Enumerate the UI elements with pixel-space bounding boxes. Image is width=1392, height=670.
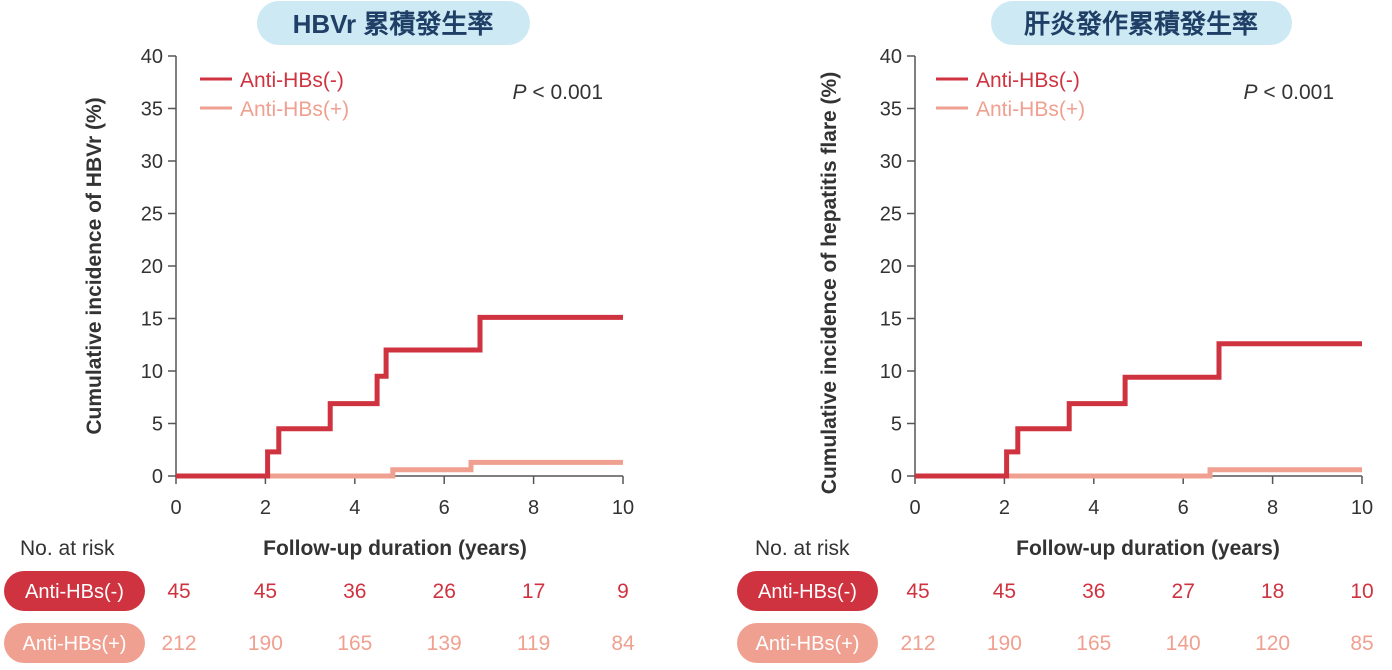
- risk-count: 45: [167, 580, 190, 603]
- y-tick-label: 35: [141, 99, 163, 121]
- legend-label-anti-hbs-pos: Anti-HBs(+): [240, 98, 349, 121]
- y-tick-label: 10: [141, 361, 163, 383]
- y-tick-label: 15: [880, 309, 902, 331]
- risk-count: 84: [611, 632, 635, 655]
- risk-header-right: No. at risk: [755, 537, 850, 560]
- legend-label-anti-hbs-neg: Anti-HBs(-): [240, 69, 344, 92]
- y-tick-label: 15: [141, 309, 163, 331]
- y-tick-label: 30: [880, 151, 902, 173]
- risk-count: 85: [1350, 632, 1373, 655]
- axes: 0 5 10 15 20 25 30 35 40 0 2 4 6 8 10: [141, 46, 634, 519]
- risk-count: 17: [522, 580, 545, 603]
- series-line-anti-hbs-pos: [1004, 467, 1362, 479]
- x-tick-label: 10: [1351, 497, 1373, 519]
- x-tick-label: 0: [170, 497, 181, 519]
- legend: Anti-HBs(-) Anti-HBs(+): [936, 69, 1085, 121]
- risk-count: 36: [1082, 580, 1105, 603]
- risk-count: 45: [906, 580, 929, 603]
- legend: Anti-HBs(-) Anti-HBs(+): [200, 69, 349, 121]
- risk-count: 45: [254, 580, 277, 603]
- risk-count: 18: [1261, 580, 1284, 603]
- risk-row-label: Anti-HBs(+): [756, 633, 860, 655]
- risk-count: 212: [900, 632, 935, 655]
- chart-title: HBVr 累積發生率: [293, 9, 494, 39]
- p-value-annotation: P < 0.001: [513, 81, 604, 104]
- chart-title-bg: [991, 1, 1292, 45]
- y-tick-label: 25: [141, 204, 163, 226]
- risk-count: 120: [1255, 632, 1290, 655]
- chart-title-bg: [257, 1, 530, 45]
- x-axis-label: Follow-up duration (years): [263, 537, 527, 560]
- risk-row-label-bg: [4, 623, 145, 663]
- y-tick-label: 40: [141, 46, 163, 68]
- risk-count: 36: [343, 580, 366, 603]
- chart-hbvr: HBVr 累積發生率 Cumulative incidence of HBVr …: [4, 1, 635, 663]
- legend-label-anti-hbs-neg: Anti-HBs(-): [976, 69, 1080, 92]
- x-tick-label: 10: [612, 497, 634, 519]
- risk-count: 190: [248, 632, 283, 655]
- risk-row-label: Anti-HBs(-): [758, 581, 857, 603]
- x-tick-label: 8: [528, 497, 539, 519]
- risk-count: 9: [617, 580, 629, 603]
- x-tick-label: 4: [349, 497, 360, 519]
- y-tick-label: 0: [152, 466, 163, 488]
- y-tick-label: 30: [141, 151, 163, 173]
- y-tick-label: 10: [880, 361, 902, 383]
- chart-title: 肝炎發作累積發生率: [1024, 9, 1258, 39]
- axes: 0 5 10 15 20 25 30 35 40 0 2 4 6 8 10: [880, 46, 1373, 519]
- x-tick-label: 6: [439, 497, 450, 519]
- y-tick-label: 35: [880, 99, 902, 121]
- risk-count: 139: [427, 632, 462, 655]
- risk-count: 119: [517, 632, 550, 655]
- risk-count: 140: [1166, 632, 1201, 655]
- risk-count: 212: [161, 632, 196, 655]
- risk-count: 165: [337, 632, 372, 655]
- risk-count: 10: [1350, 580, 1373, 603]
- risk-row-label-bg: [4, 571, 145, 611]
- risk-count: 45: [993, 580, 1016, 603]
- y-axis-label: Cumulative incidence of HBVr (%): [83, 97, 106, 434]
- series-line-anti-hbs-neg: [915, 341, 1362, 479]
- x-tick-label: 8: [1267, 497, 1278, 519]
- y-tick-label: 5: [891, 414, 902, 436]
- y-axis-label: Cumulative incidence of hepatitis flare …: [818, 72, 841, 494]
- risk-count: 190: [987, 632, 1022, 655]
- x-tick-label: 2: [260, 497, 271, 519]
- y-tick-label: 0: [891, 466, 902, 488]
- x-tick-label: 0: [909, 497, 920, 519]
- x-tick-label: 4: [1088, 497, 1099, 519]
- series-line-anti-hbs-pos: [265, 459, 623, 479]
- at-risk-table: Anti-HBs(-) 45 45 36 27 18 10 Anti-HBs(+) 212 190…: [737, 571, 1374, 663]
- x-tick-label: 2: [999, 497, 1010, 519]
- y-tick-label: 5: [152, 414, 163, 436]
- risk-row-label-bg: [737, 623, 878, 663]
- chart-hepatitis-flare: 肝炎發作累積發生率 Cumulative incidence of hepati…: [737, 1, 1374, 663]
- legend-label-anti-hbs-pos: Anti-HBs(+): [976, 98, 1085, 121]
- risk-count: 26: [433, 580, 456, 603]
- series-lines: [176, 314, 623, 479]
- x-tick-label: 6: [1178, 497, 1189, 519]
- risk-header-left: No. at risk: [20, 537, 115, 560]
- p-value-annotation: P < 0.001: [1244, 81, 1335, 104]
- risk-row-label: Anti-HBs(+): [23, 633, 127, 655]
- risk-count: 165: [1076, 632, 1111, 655]
- y-tick-label: 40: [880, 46, 902, 68]
- series-lines: [915, 341, 1362, 479]
- y-tick-label: 25: [880, 204, 902, 226]
- y-tick-label: 20: [141, 256, 163, 278]
- risk-row-label-bg: [737, 571, 878, 611]
- series-line-anti-hbs-neg: [176, 314, 623, 479]
- risk-row-label: Anti-HBs(-): [25, 581, 124, 603]
- at-risk-table: Anti-HBs(-) 45 45 36 26 17 9 Anti-HBs(+) 212 190 1…: [4, 571, 635, 663]
- y-tick-label: 20: [880, 256, 902, 278]
- x-axis-label: Follow-up duration (years): [1016, 537, 1280, 560]
- risk-count: 27: [1172, 580, 1195, 603]
